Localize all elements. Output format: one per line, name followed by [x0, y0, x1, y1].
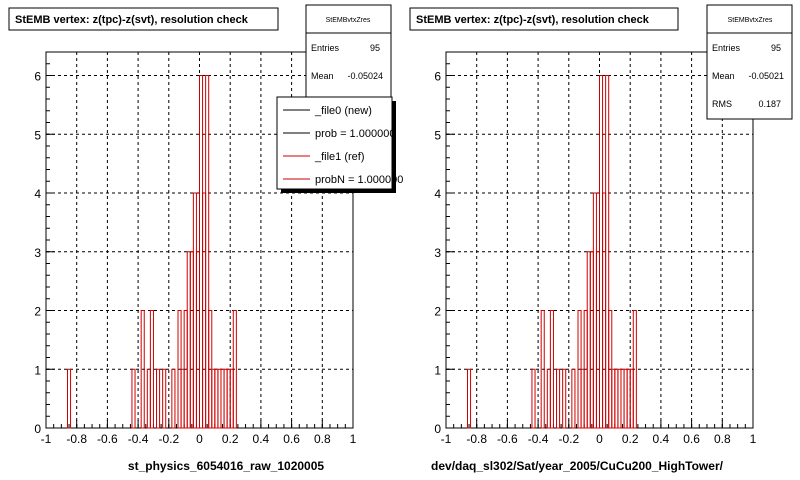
- left-x-tick-labels: -1 -0.8 -0.6 -0.4 -0.2 0 0.2 0.4 0.6 0.8 1: [41, 432, 357, 446]
- right-x-axis-label: dev/daq_sl302/Sat/year_2005/CuCu200_High…: [431, 459, 724, 473]
- histogram-bin: [140, 310, 145, 429]
- x-tick-label: -0.2: [158, 432, 179, 446]
- histogram-bin: [171, 368, 176, 429]
- left-title: StEMB vertex: z(tpc)-z(svt), resolution …: [15, 14, 249, 26]
- x-tick-label: -0.8: [66, 432, 87, 446]
- histogram-bin: [156, 368, 161, 429]
- x-tick-label: 0: [596, 432, 603, 446]
- histogram-bin: [232, 310, 237, 429]
- left-stats-box: StEMBvtxZres Entries 95 Mean -0.05024: [305, 4, 392, 98]
- left-panel: StEMB vertex: z(tpc)-z(svt), resolution …: [8, 4, 403, 473]
- right-stats-rms-value: 0.187: [758, 99, 781, 109]
- right-y-tick-labels: 0 1 2 3 4 5 6: [434, 70, 441, 437]
- left-legend: _file0 (new) prob = 1.000000 _file1 (ref…: [276, 96, 403, 193]
- right-histogram-ref: [466, 75, 637, 429]
- histogram-bin: [605, 75, 610, 429]
- right-stats-name: StEMBvtxZres: [728, 17, 773, 24]
- left-stats-mean-value: -0.05024: [347, 71, 383, 81]
- x-tick-label: -0.4: [128, 432, 149, 446]
- x-tick-label: -1: [41, 432, 52, 446]
- histogram-bin: [549, 310, 554, 429]
- y-tick-label: 0: [434, 422, 441, 436]
- legend-entry-new: _file0 (new): [314, 105, 372, 117]
- right-title: StEMB vertex: z(tpc)-z(svt), resolution …: [416, 14, 650, 26]
- left-x-axis-label: st_physics_6054016_raw_1020005: [128, 459, 324, 473]
- left-y-tick-labels: 0 1 2 3 4 5 6: [34, 70, 41, 437]
- histogram-bin: [162, 368, 167, 429]
- left-stats-entries-label: Entries: [311, 43, 340, 53]
- right-stats-entries-label: Entries: [712, 43, 741, 53]
- histogram-bin: [571, 368, 576, 429]
- legend-entry-ref: _file1 (ref): [314, 151, 365, 163]
- x-tick-label: -0.2: [558, 432, 579, 446]
- x-tick-label: -0.6: [497, 432, 518, 446]
- right-stats-rms-label: RMS: [712, 99, 732, 109]
- x-tick-label: 1: [350, 432, 357, 446]
- left-stats-mean-label: Mean: [311, 71, 334, 81]
- x-tick-label: 1: [750, 432, 757, 446]
- histogram-bin: [632, 310, 637, 429]
- y-tick-label: 4: [434, 187, 441, 201]
- y-tick-label: 4: [34, 187, 41, 201]
- legend-entry-probn: probN = 1.000000: [315, 174, 403, 186]
- right-x-tick-labels: -1 -0.8 -0.6 -0.4 -0.2 0 0.2 0.4 0.6 0.8 1: [441, 432, 757, 446]
- right-stats-mean-value: -0.05021: [748, 71, 784, 81]
- legend-entry-prob: prob = 1.000000: [315, 128, 395, 140]
- histogram-bin: [131, 368, 136, 429]
- y-tick-label: 0: [34, 422, 41, 436]
- histogram-bin: [531, 368, 536, 429]
- y-tick-label: 3: [434, 246, 441, 260]
- x-tick-label: 0: [196, 432, 203, 446]
- x-tick-label: 0.6: [683, 432, 700, 446]
- right-stats-entries-value: 95: [771, 43, 781, 53]
- right-stats-mean-label: Mean: [712, 71, 735, 81]
- left-stats-name: StEMBvtxZres: [326, 17, 371, 24]
- right-title-box: [409, 7, 679, 31]
- histogram-bin: [562, 368, 567, 429]
- x-tick-label: -1: [441, 432, 452, 446]
- right-panel: StEMB vertex: z(tpc)-z(svt), resolution …: [409, 4, 793, 473]
- y-tick-label: 5: [34, 128, 41, 142]
- left-histogram-ref: [66, 75, 237, 429]
- x-tick-label: -0.4: [528, 432, 549, 446]
- x-tick-label: 0.8: [714, 432, 731, 446]
- y-tick-label: 2: [34, 305, 41, 319]
- histogram-bin: [149, 310, 154, 429]
- y-tick-label: 1: [34, 363, 41, 377]
- y-tick-label: 2: [434, 305, 441, 319]
- x-tick-label: 0.2: [222, 432, 239, 446]
- x-tick-label: -0.8: [466, 432, 487, 446]
- histogram-bin: [205, 75, 210, 429]
- histogram-bin: [66, 368, 72, 429]
- y-tick-label: 1: [434, 363, 441, 377]
- x-tick-label: 0.6: [283, 432, 300, 446]
- histogram-bin: [466, 368, 472, 429]
- x-tick-label: 0.4: [253, 432, 270, 446]
- y-tick-label: 3: [34, 246, 41, 260]
- y-tick-label: 6: [34, 70, 41, 84]
- right-stats-box: StEMBvtxZres Entries 95 Mean -0.05021 RM…: [706, 4, 793, 120]
- x-tick-label: -0.6: [97, 432, 118, 446]
- x-tick-label: 0.8: [314, 432, 331, 446]
- histogram-bin: [556, 368, 561, 429]
- histogram-bin: [540, 310, 545, 429]
- y-tick-label: 6: [434, 70, 441, 84]
- x-tick-label: 0.2: [622, 432, 639, 446]
- y-tick-label: 5: [434, 128, 441, 142]
- left-title-box: [8, 7, 279, 31]
- x-tick-label: 0.4: [653, 432, 670, 446]
- left-stats-entries-value: 95: [370, 43, 380, 53]
